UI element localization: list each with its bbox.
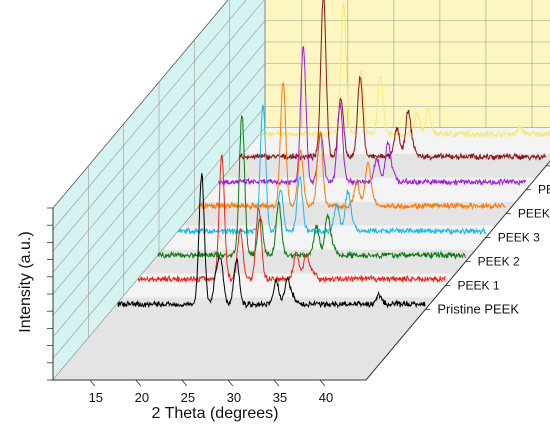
floor-band: [182, 201, 516, 226]
series-label-1: PEEK 1: [458, 279, 500, 293]
x-tick: [227, 379, 234, 387]
series-line-4: [197, 82, 507, 211]
side-wall-gridline: [52, 20, 266, 273]
x-tick-label: 40: [319, 390, 333, 405]
series-line-2: [157, 115, 466, 260]
series-line-0: [117, 173, 426, 309]
chart-grid: [52, 0, 550, 359]
x-tick-label: 30: [227, 390, 241, 405]
x-tick: [181, 379, 188, 387]
series-label-0: Pristine PEEK: [437, 301, 519, 316]
series-label-4: PEEK 4: [518, 207, 550, 221]
series-label-5: PEEK 5: [538, 183, 550, 197]
series-line-7: [258, 2, 550, 139]
floor-band: [223, 153, 550, 178]
side-wall-gridline: [52, 106, 266, 359]
x-tick: [319, 379, 326, 387]
chart-series: [117, 0, 550, 309]
x-axis-title: 2 Theta (degrees): [152, 405, 279, 422]
series-label-3: PEEK 3: [498, 231, 540, 245]
series-line-1: [137, 153, 446, 284]
x-tick-label: 25: [181, 390, 195, 405]
depth-axis-line: [365, 160, 550, 381]
x-tick: [273, 379, 280, 387]
x-tick: [89, 379, 96, 387]
series-line-6: [238, 0, 547, 162]
side-wall-gridline: [52, 41, 266, 295]
side-wall-gridline: [52, 0, 247, 230]
series-line-3: [177, 104, 486, 236]
x-tick: [135, 379, 142, 387]
y-axis-title: Intensity (a.u.): [17, 231, 34, 332]
side-wall-gridline: [52, 63, 266, 316]
back-wall: [264, 0, 550, 129]
side-wall-gridline: [52, 0, 265, 252]
series-line-5: [218, 45, 527, 187]
side-wall-gridline: [52, 84, 266, 338]
x-tick-label: 15: [89, 390, 103, 405]
series-label-2: PEEK 2: [478, 255, 520, 269]
floor-band: [53, 297, 436, 380]
x-tick-label: 20: [135, 390, 149, 405]
x-tick-label: 35: [273, 390, 287, 405]
